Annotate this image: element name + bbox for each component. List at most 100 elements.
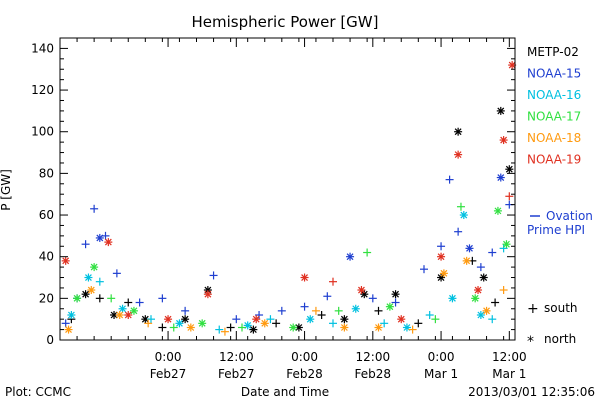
- noaa-18-north-point: [115, 311, 124, 320]
- noaa-19-north-point: [499, 136, 508, 145]
- noaa-16-north-point: [84, 273, 93, 282]
- noaa-18-south-point: [220, 327, 229, 336]
- legend-item-noaa-15: NOAA-15: [527, 67, 581, 81]
- metp-02-south-point: [124, 298, 133, 307]
- noaa-18-north-point: [260, 319, 269, 328]
- noaa-19-north-point: [164, 315, 173, 324]
- noaa-18-north-point: [87, 286, 96, 295]
- noaa-18-north-point: [64, 325, 73, 334]
- noaa-17-north-point: [471, 294, 480, 303]
- y-tick-label: 40: [39, 250, 54, 264]
- noaa-19-north-point: [124, 311, 133, 320]
- metp-02-north-point: [505, 165, 514, 174]
- legend-item-noaa-16: NOAA-16: [527, 88, 581, 102]
- noaa-15-south-point: [255, 311, 264, 320]
- noaa-17-north-point: [73, 294, 82, 303]
- noaa-15-south-point: [81, 240, 90, 249]
- metp-02-north-point: [294, 323, 303, 332]
- noaa-17-south-point: [107, 294, 116, 303]
- noaa-18-north-point: [462, 256, 471, 265]
- chart-title: Hemispheric Power [GW]: [192, 13, 379, 31]
- noaa-15-north-point: [465, 244, 474, 253]
- noaa-16-north-point: [459, 211, 468, 220]
- noaa-15-south-point: [420, 265, 428, 274]
- noaa-15-south-point: [112, 269, 121, 278]
- noaa-15-south-point: [454, 227, 463, 236]
- x-tick-time-label: 12:00: [356, 350, 391, 364]
- x-tick-date-label: Feb27: [150, 367, 187, 381]
- noaa-16-north-point: [243, 321, 252, 330]
- legend-item-noaa-19: NOAA-19: [527, 153, 581, 167]
- noaa-19-north-point: [61, 256, 70, 265]
- ovation-legend-line2: Prime HPI: [527, 223, 585, 237]
- legend-item-noaa-17: NOAA-17: [527, 110, 581, 124]
- y-tick-label: 60: [39, 208, 54, 222]
- noaa-16-south-point: [499, 244, 508, 253]
- x-tick-time-label: 0:00: [291, 350, 318, 364]
- noaa-19-south-point: [329, 277, 337, 286]
- noaa-15-south-point: [391, 298, 400, 307]
- noaa-16-north-point: [402, 323, 411, 332]
- noaa-15-north-point: [346, 252, 355, 261]
- x-tick-time-label: 0:00: [428, 350, 455, 364]
- noaa-17-north-point: [502, 240, 511, 249]
- noaa-16-south-point: [329, 319, 337, 328]
- x-tick-time-label: 12:00: [219, 350, 254, 364]
- noaa-19-north-point: [357, 286, 366, 295]
- y-tick-label: 140: [31, 41, 54, 55]
- noaa-15-south-point: [61, 319, 70, 328]
- noaa-19-north-point: [437, 252, 446, 261]
- ovation-legend-line1: Ovation: [546, 209, 593, 223]
- noaa-19-north-point: [104, 238, 113, 247]
- metp-02-south-point: [317, 311, 326, 320]
- metp-02-north-point: [81, 290, 90, 299]
- noaa-17-north-point: [385, 302, 394, 311]
- footer-right: 2013/03/01 12:35:06: [468, 385, 595, 399]
- metp-02-south-point: [374, 306, 383, 315]
- north-marker-label: north: [544, 332, 576, 346]
- metp-02-south-point: [272, 319, 281, 328]
- metp-02-south-point: [226, 323, 235, 332]
- noaa-19-north-point: [252, 315, 261, 324]
- plot-axes: 0 20 40 60 80 100 120 140 0:00 Feb27 12:00 Feb27 0:0…: [31, 37, 527, 381]
- marker-key: + south * north: [527, 301, 578, 350]
- noaa-15-south-point: [476, 263, 485, 272]
- noaa-17-north-point: [198, 319, 207, 328]
- metp-02-north-point: [437, 273, 446, 282]
- noaa-16-south-point: [488, 315, 497, 324]
- noaa-16-south-point: [266, 315, 275, 324]
- noaa-19-south-point: [505, 192, 514, 201]
- noaa-15-south-point: [437, 242, 446, 251]
- noaa-17-south-point: [456, 202, 465, 211]
- noaa-19-north-point: [300, 273, 309, 282]
- noaa-16-south-point: [425, 311, 434, 320]
- noaa-17-south-point: [363, 248, 372, 257]
- noaa-19-north-point: [397, 315, 406, 324]
- legend-item-metp-02: METP-02: [527, 45, 579, 59]
- footer-center: Date and Time: [241, 385, 329, 399]
- noaa-18-south-point: [311, 306, 320, 315]
- metp-02-north-point: [391, 290, 400, 299]
- metp-02-south-point: [95, 294, 104, 303]
- noaa-18-south-point: [408, 325, 417, 334]
- metp-02-north-point: [479, 273, 488, 282]
- north-marker-glyph: *: [527, 334, 534, 350]
- south-marker-glyph: +: [527, 301, 539, 317]
- y-tick-label: 20: [39, 291, 54, 305]
- metp-02-north-point: [360, 290, 369, 299]
- x-tick-date-label: Feb28: [286, 367, 323, 381]
- legend: METP-02 NOAA-15 NOAA-16 NOAA-17 NOAA-18 NOAA-…: [527, 45, 581, 167]
- noaa-15-south-point: [323, 292, 332, 301]
- south-marker-label: south: [544, 301, 578, 315]
- y-tick-label: 80: [39, 166, 54, 180]
- noaa-16-south-point: [380, 319, 389, 328]
- noaa-16-north-point: [476, 311, 485, 320]
- noaa-16-north-point: [175, 319, 184, 328]
- noaa-16-north-point: [448, 294, 457, 303]
- noaa-17-north-point: [289, 323, 298, 332]
- noaa-16-north-point: [351, 304, 360, 313]
- noaa-17-north-point: [90, 263, 99, 272]
- noaa-15-south-point: [209, 271, 218, 280]
- noaa-15-south-point: [488, 248, 497, 257]
